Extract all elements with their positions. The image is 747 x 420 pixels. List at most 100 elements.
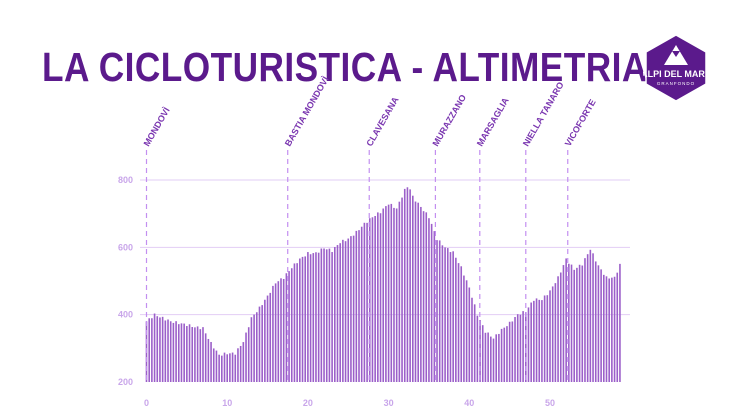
elevation-bar [492, 338, 495, 382]
elevation-bar [191, 327, 194, 382]
elevation-bar [414, 201, 417, 382]
y-tick-label: 600 [118, 242, 133, 252]
elevation-bar [342, 239, 344, 382]
elevation-bar [274, 283, 277, 382]
elevation-bar [374, 216, 376, 382]
elevation-bar [269, 292, 272, 382]
elevation-bar [307, 252, 309, 382]
elevation-bar [317, 252, 320, 382]
y-tick-label: 200 [118, 377, 133, 387]
elevation-bar [320, 248, 323, 382]
elevation-bar [412, 195, 414, 382]
x-tick-label: 30 [384, 398, 394, 408]
waypoint-label: BASTIA MONDOVÌ [283, 74, 331, 148]
elevation-bar [180, 323, 183, 382]
elevation-bar [436, 240, 438, 382]
elevation-bar [266, 295, 269, 382]
elevation-bar [234, 354, 237, 382]
elevation-bar [527, 307, 530, 382]
elevation-bar [304, 256, 307, 382]
elevation-bar [151, 318, 153, 382]
elevation-bar [463, 275, 465, 382]
elevation-bar [282, 278, 285, 382]
elevation-bar [508, 321, 511, 382]
elevation-bar [546, 295, 549, 382]
elevation-bar [328, 248, 331, 382]
elevation-bar [164, 320, 167, 382]
elevation-bar [207, 338, 210, 382]
elevation-bar [444, 247, 446, 382]
elevation-bar [541, 300, 543, 382]
elevation-bar [363, 222, 366, 382]
elevation-bar [455, 257, 457, 382]
elevation-bar [250, 317, 253, 382]
elevation-bar [597, 265, 600, 382]
elevation-bar [382, 208, 385, 382]
elevation-bar [350, 236, 352, 382]
elevation-bar [495, 334, 497, 382]
elevation-bar [334, 247, 336, 382]
page-title: LA CICLOTURISTICA - ALTIMETRIA [42, 44, 648, 90]
elevation-bar [406, 187, 409, 382]
elevation-bar [231, 352, 234, 382]
elevation-bar [551, 286, 554, 382]
elevation-bar [285, 273, 288, 382]
x-tick-label: 20 [303, 398, 313, 408]
elevation-bar [344, 241, 347, 382]
elevation-bar [339, 243, 341, 382]
elevation-bar [390, 203, 393, 382]
elevation-bar [156, 316, 159, 382]
elevation-bar [221, 355, 223, 382]
elevation-bar [377, 212, 379, 382]
elevation-bar [290, 268, 293, 382]
elevation-bar [403, 188, 406, 382]
elevation-bar [594, 261, 597, 382]
elevation-bar [538, 299, 541, 382]
elevation-bar [519, 314, 522, 382]
elevation-bar [570, 264, 573, 382]
elevation-bar [584, 258, 586, 382]
elevation-bar [299, 258, 301, 382]
elevation-bar [498, 333, 500, 382]
elevation-bar [336, 245, 339, 382]
elevation-bar [441, 245, 444, 382]
elevation-bar [522, 311, 524, 382]
elevation-bar [293, 263, 296, 382]
elevation-bar [186, 326, 188, 382]
elevation-bar [393, 207, 395, 382]
elevation-bar [605, 276, 608, 382]
elevation-bar [255, 312, 258, 382]
elevation-bar [603, 274, 605, 382]
elevation-bar [277, 281, 280, 382]
elevation-bar [312, 253, 315, 382]
elevation-bar [533, 300, 535, 382]
elevation-bar [468, 287, 471, 382]
elevation-bar [360, 226, 363, 382]
elevation-bar [323, 248, 325, 382]
elevation-bar [398, 201, 401, 382]
elevation-bar [296, 263, 298, 382]
y-tick-label: 800 [118, 175, 133, 185]
waypoint-label: MARSAGLIA [475, 95, 511, 148]
elevation-bar [578, 264, 581, 382]
elevation-bar [481, 325, 484, 382]
elevation-bar [358, 230, 360, 382]
elevation-bar [210, 341, 212, 382]
elevation-bar [401, 197, 403, 382]
elevation-bar [476, 315, 479, 382]
elevation-bar [175, 321, 177, 382]
elevation-bar [490, 336, 492, 382]
elevation-bar [226, 354, 228, 382]
elevation-bar [465, 280, 468, 382]
elevation-bar [309, 254, 312, 382]
elevation-bar [239, 345, 242, 382]
elevation-bar [535, 298, 538, 382]
elevation-bar [619, 263, 621, 382]
elevation-bar [366, 222, 368, 382]
x-tick-label: 50 [545, 398, 555, 408]
elevation-bar [516, 314, 519, 382]
elevation-bar [573, 269, 576, 382]
elevation-bar [218, 354, 220, 382]
x-tick-label: 10 [222, 398, 232, 408]
elevation-bar [331, 252, 333, 382]
